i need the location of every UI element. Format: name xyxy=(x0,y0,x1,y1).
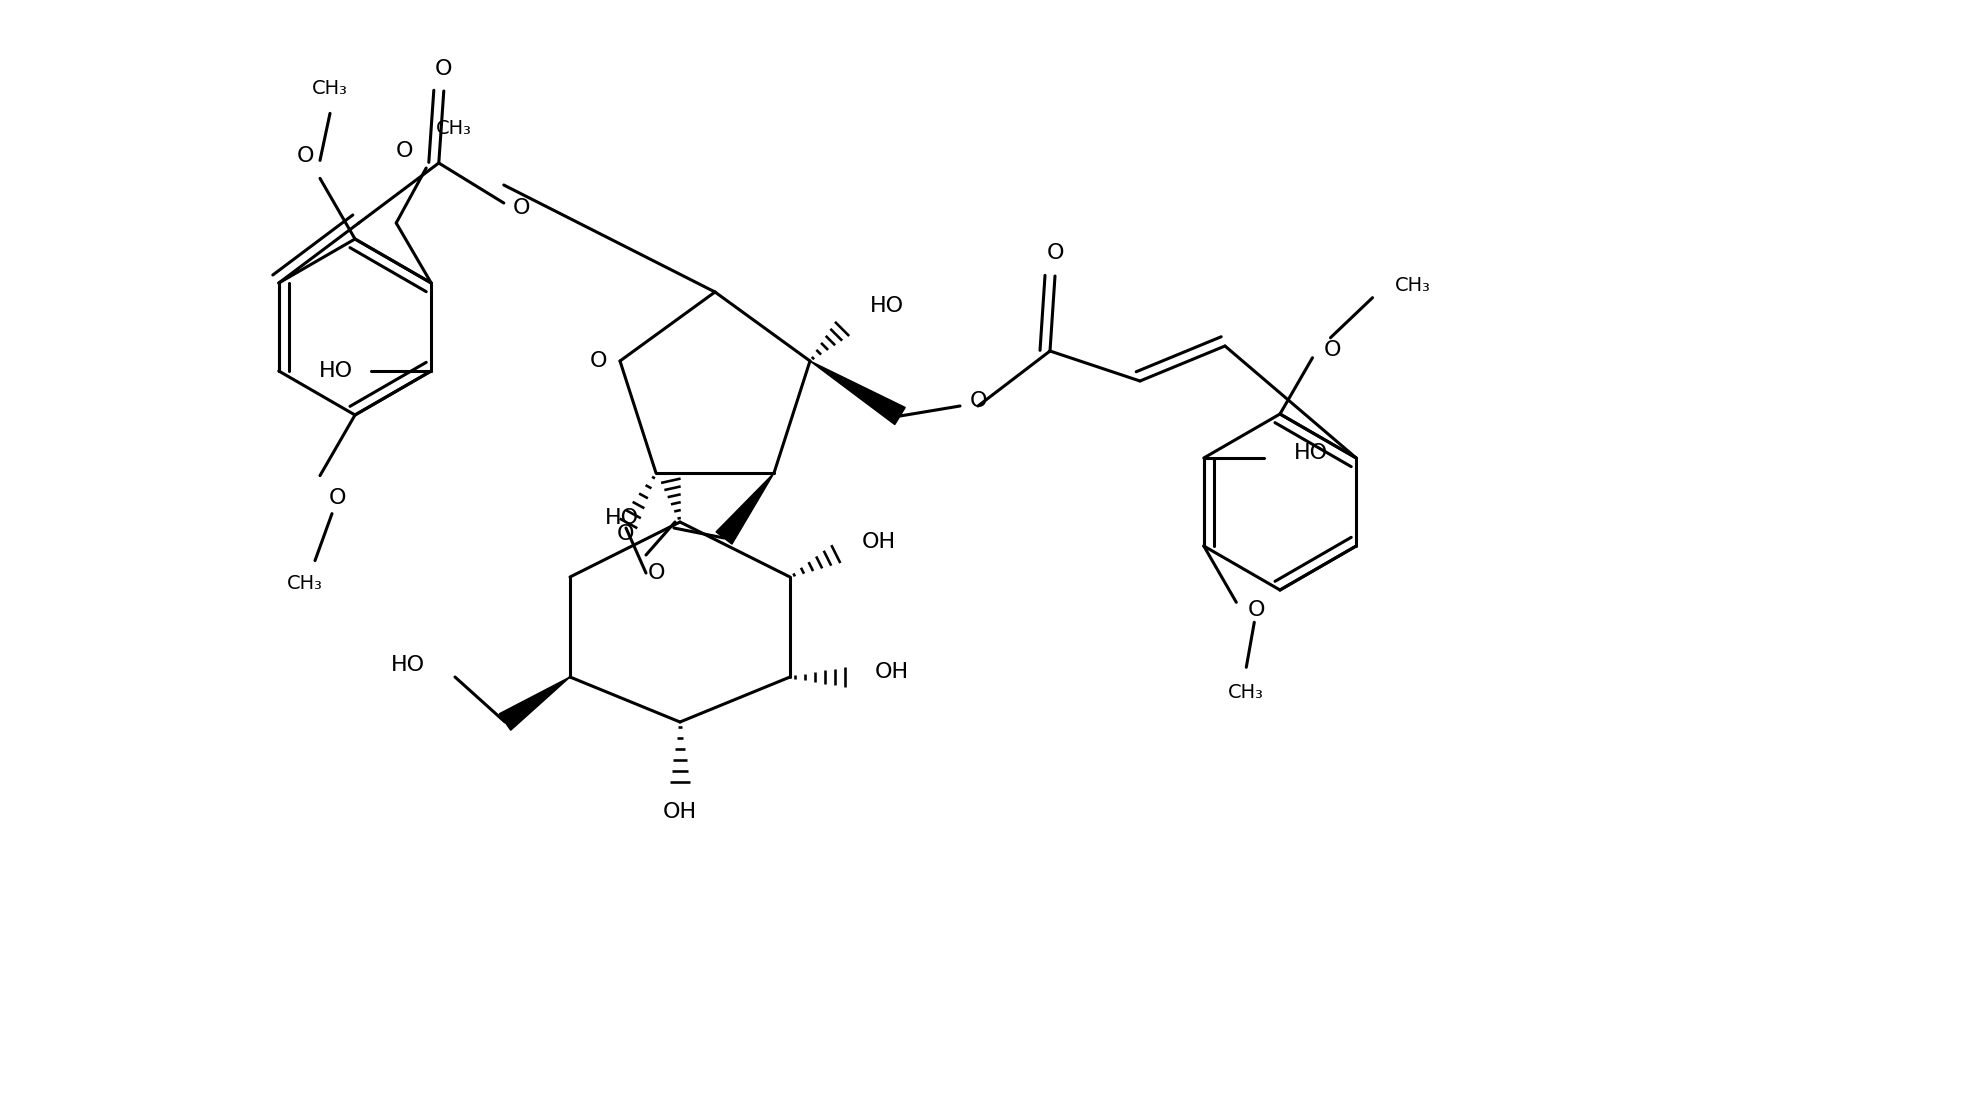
Text: HO: HO xyxy=(604,508,640,528)
Text: O: O xyxy=(1248,601,1264,620)
Text: HO: HO xyxy=(319,361,352,381)
Text: CH₃: CH₃ xyxy=(287,574,323,593)
Text: O: O xyxy=(616,525,634,544)
Polygon shape xyxy=(717,473,774,544)
Text: O: O xyxy=(589,352,606,371)
Text: HO: HO xyxy=(870,296,904,316)
Text: O: O xyxy=(1323,339,1341,359)
Text: CH₃: CH₃ xyxy=(437,119,473,138)
Text: CH₃: CH₃ xyxy=(311,79,349,98)
Text: O: O xyxy=(295,147,313,166)
Text: CH₃: CH₃ xyxy=(1394,277,1429,295)
Polygon shape xyxy=(500,677,569,731)
Text: O: O xyxy=(396,141,413,161)
Text: OH: OH xyxy=(862,532,896,552)
Text: HO: HO xyxy=(1294,443,1327,463)
Text: O: O xyxy=(435,60,453,79)
Text: O: O xyxy=(329,487,347,508)
Text: O: O xyxy=(648,563,666,583)
Text: O: O xyxy=(1046,244,1063,263)
Text: O: O xyxy=(969,391,986,411)
Text: OH: OH xyxy=(874,662,910,682)
Text: O: O xyxy=(514,198,530,218)
Text: CH₃: CH₃ xyxy=(1229,683,1264,702)
Text: HO: HO xyxy=(392,655,425,676)
Polygon shape xyxy=(809,361,906,424)
Text: OH: OH xyxy=(664,802,697,822)
